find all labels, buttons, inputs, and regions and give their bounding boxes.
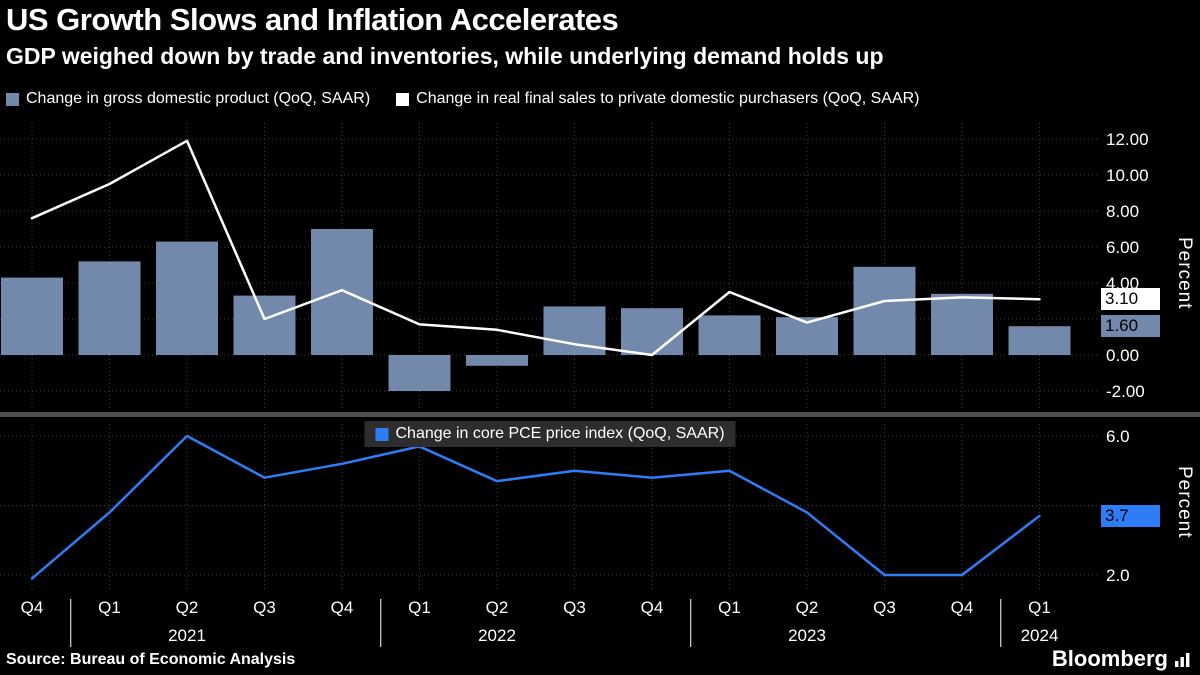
x-tick-label: Q1: [1028, 598, 1051, 617]
x-tick-label: Q4: [21, 598, 44, 617]
final-sales-line: [30, 139, 1041, 357]
legend-item-gdp: Change in gross domestic product (QoQ, S…: [6, 90, 370, 108]
year-label: 2021: [168, 626, 206, 645]
x-tick-label: Q4: [641, 598, 664, 617]
gdp-legend-swatch-icon: [6, 92, 19, 106]
x-tick-label: Q2: [486, 598, 509, 617]
y-axis-title-top: Percent: [1174, 237, 1195, 310]
gdp-bar: [1008, 326, 1071, 355]
x-tick-label: Q4: [331, 598, 354, 617]
x-tick-label: Q3: [873, 598, 896, 617]
x-tick-label: Q1: [718, 598, 741, 617]
final-sales-legend-label: Change in real final sales to private do…: [416, 90, 920, 107]
gdp-bar: [621, 308, 683, 355]
y-tick-label: 6.0: [1106, 427, 1130, 446]
y-tick-label: 2.0: [1106, 566, 1130, 585]
final-sales-legend-swatch-icon: [396, 92, 410, 106]
gdp-bar: [931, 293, 993, 355]
source-note: Source: Bureau of Economic Analysis: [6, 651, 296, 668]
gdp-bar: [233, 295, 296, 355]
x-tick-label: Q3: [253, 598, 276, 617]
gdp-bar: [698, 315, 761, 355]
legend-item-core-pce: Change in core PCE price index (QoQ, SAA…: [364, 421, 736, 447]
x-tick-label: Q4: [951, 598, 974, 617]
gdp-legend-label: Change in gross domestic product (QoQ, S…: [26, 90, 371, 107]
gdp-bar: [1, 277, 63, 355]
x-tick-label: Q1: [408, 598, 431, 617]
gdp-bar: [156, 241, 218, 355]
panel-separator: [0, 412, 1200, 417]
year-label: 2023: [788, 626, 826, 645]
y-tick-label: -2.00: [1106, 382, 1145, 401]
x-tick-label: Q2: [796, 598, 819, 617]
x-tick-label: Q2: [176, 598, 199, 617]
y-tick-label: 10.00: [1106, 166, 1149, 185]
bloomberg-wordmark: Bloomberg: [1051, 646, 1168, 671]
y-tick-label: 8.00: [1106, 202, 1139, 221]
year-label: 2022: [478, 626, 516, 645]
gdp-bar: [78, 261, 141, 355]
core-pce-legend-label: Change in core PCE price index (QoQ, SAA…: [395, 425, 725, 442]
chart-subtitle: GDP weighed down by trade and inventorie…: [6, 43, 884, 69]
gdp-bar: [466, 355, 528, 366]
core-pce-legend-swatch-icon: [375, 427, 389, 441]
year-label: 2024: [1021, 626, 1059, 645]
final-sales-end-value-badge: 3.10: [1101, 288, 1160, 310]
gdp-bar: [311, 229, 373, 355]
legend-top: Change in gross domestic product (QoQ, S…: [6, 90, 920, 108]
core-pce-end-value-badge: 3.7: [1101, 505, 1160, 527]
chart-title: US Growth Slows and Inflation Accelerate…: [6, 2, 619, 37]
legend-item-final-sales: Change in real final sales to private do…: [396, 90, 920, 108]
y-tick-label: 6.00: [1106, 238, 1139, 257]
core-pce-line: [30, 434, 1041, 580]
y-tick-label: 12.00: [1106, 130, 1149, 149]
gdp-bar: [853, 266, 916, 355]
bloomberg-chart-icon: [1175, 652, 1190, 667]
y-axis-title-bottom: Percent: [1174, 466, 1195, 539]
x-tick-label: Q3: [563, 598, 586, 617]
y-tick-label: 0.00: [1106, 346, 1139, 365]
gdp-bar: [388, 355, 451, 391]
bloomberg-logo: Bloomberg: [1052, 646, 1190, 672]
gdp-end-value-badge: 1.60: [1101, 315, 1160, 337]
x-tick-label: Q1: [98, 598, 121, 617]
